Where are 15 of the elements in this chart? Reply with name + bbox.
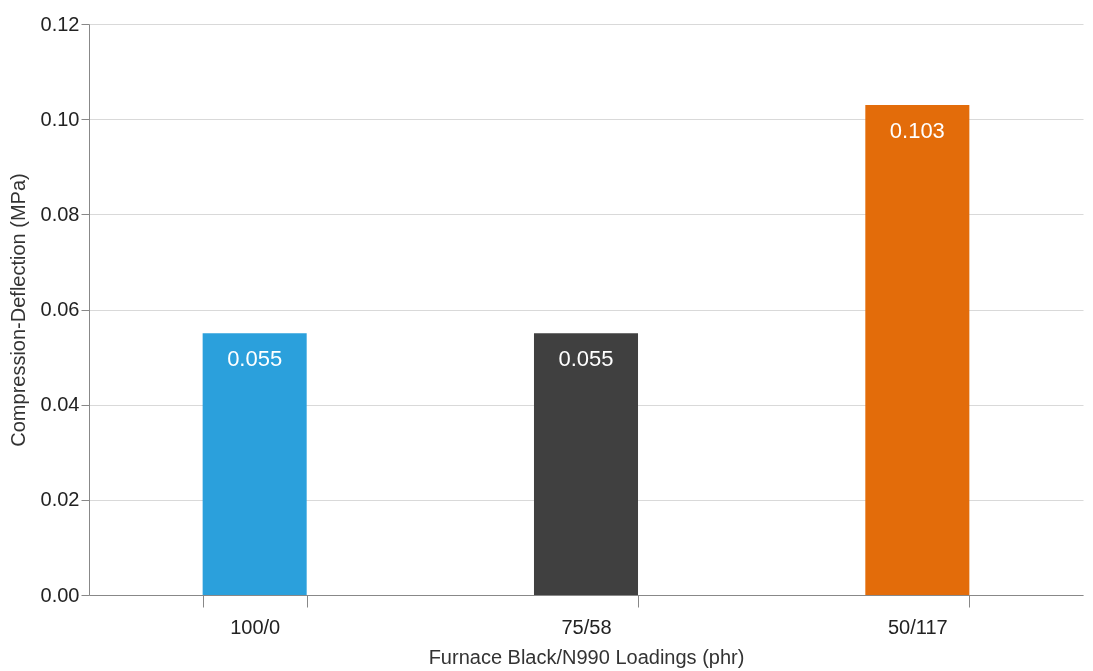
x-tick-label: 75/58: [561, 615, 612, 638]
y-tick-label: 0.04: [40, 393, 80, 416]
data-label: 0.055: [558, 346, 614, 372]
y-tick-label: 0.02: [40, 488, 80, 511]
y-axis-title: Compression-Deflection (MPa): [6, 173, 29, 447]
data-label: 0.055: [227, 346, 283, 372]
x-tick-label: 100/0: [230, 615, 281, 638]
x-axis-title: Furnace Black/N990 Loadings (phr): [428, 645, 745, 668]
data-label: 0.103: [889, 117, 945, 143]
y-tick-label: 0.12: [40, 12, 80, 35]
x-tick-label: 50/117: [887, 615, 948, 638]
y-tick-label: 0.08: [40, 202, 80, 225]
y-tick-label: 0.00: [40, 583, 80, 606]
y-tick-label: 0.06: [40, 298, 80, 320]
y-tick-label: 0.10: [40, 107, 80, 130]
